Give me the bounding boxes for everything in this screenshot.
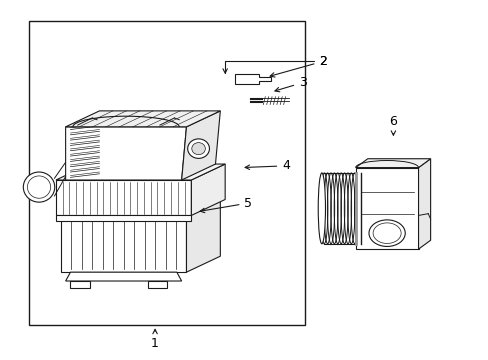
Polygon shape <box>65 127 186 180</box>
Text: 1: 1 <box>151 329 159 350</box>
Polygon shape <box>234 74 270 84</box>
Ellipse shape <box>27 176 51 198</box>
Bar <box>29 21 305 325</box>
Ellipse shape <box>187 139 209 158</box>
Ellipse shape <box>23 172 55 202</box>
Polygon shape <box>191 164 224 215</box>
Polygon shape <box>418 159 430 249</box>
Text: 3: 3 <box>274 76 306 92</box>
Polygon shape <box>56 180 191 215</box>
Text: 6: 6 <box>388 115 397 135</box>
Text: 4: 4 <box>244 159 289 172</box>
Polygon shape <box>70 281 90 288</box>
Polygon shape <box>61 215 186 272</box>
Polygon shape <box>56 164 224 180</box>
Text: 2: 2 <box>269 55 326 77</box>
Polygon shape <box>65 111 220 127</box>
Polygon shape <box>186 199 220 272</box>
Polygon shape <box>56 215 191 221</box>
Text: 5: 5 <box>200 197 252 213</box>
Polygon shape <box>65 272 181 281</box>
Text: 2: 2 <box>223 55 326 73</box>
Polygon shape <box>147 281 167 288</box>
Ellipse shape <box>191 143 205 155</box>
Ellipse shape <box>368 220 405 247</box>
Polygon shape <box>61 199 220 215</box>
Ellipse shape <box>372 223 400 243</box>
Ellipse shape <box>318 173 325 244</box>
Polygon shape <box>355 168 418 249</box>
Polygon shape <box>355 159 430 168</box>
Polygon shape <box>181 111 220 180</box>
